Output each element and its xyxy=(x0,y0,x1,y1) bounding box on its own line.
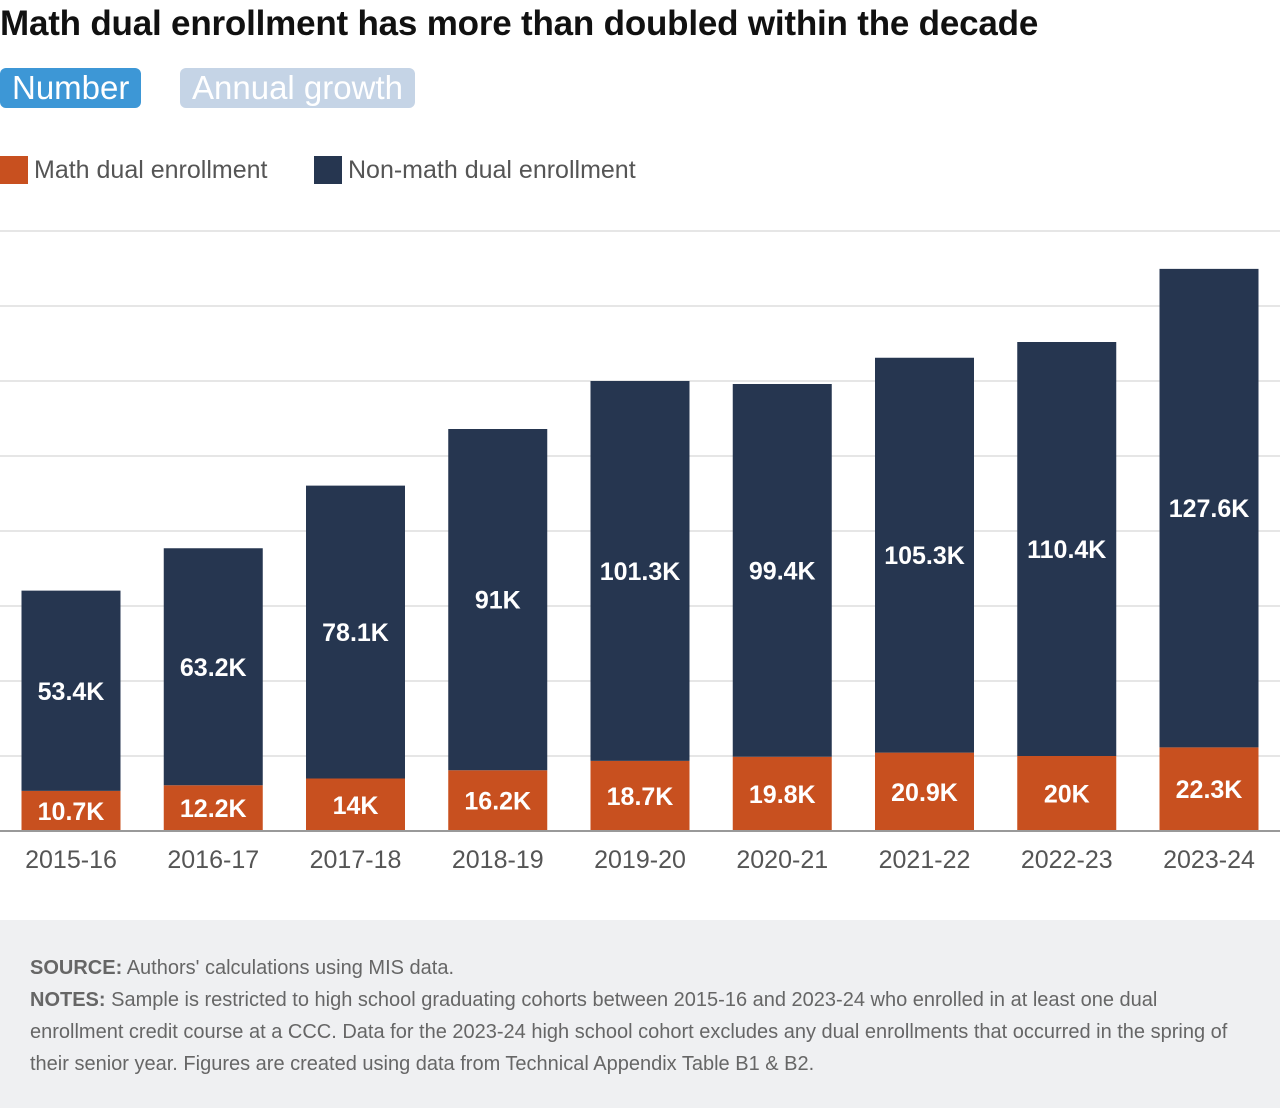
bar-math-2020-21 xyxy=(732,756,832,831)
number-toggle-button[interactable]: Number xyxy=(0,68,142,108)
bar-non-math-2022-23 xyxy=(1017,342,1117,756)
x-tick-label: 2022-23 xyxy=(1021,846,1113,874)
data-label-non-math: 63.2K xyxy=(180,654,247,682)
bar-non-math-2018-19 xyxy=(448,429,548,771)
data-label-math: 12.2K xyxy=(180,795,247,823)
bar-math-2016-17 xyxy=(163,785,263,831)
source-line: SOURCE: Authors' calculations using MIS … xyxy=(30,952,1255,984)
data-label-math: 20K xyxy=(1044,781,1090,809)
legend-swatch-math xyxy=(0,156,28,184)
bar-non-math-2023-24 xyxy=(1159,268,1259,748)
data-label-math: 14K xyxy=(333,792,379,820)
x-tick-label: 2021-22 xyxy=(879,846,971,874)
data-label-non-math: 127.6K xyxy=(1169,495,1250,523)
data-label-non-math: 78.1K xyxy=(322,619,389,647)
bar-math-2015-16 xyxy=(21,790,121,831)
bar-math-2021-22 xyxy=(875,752,974,831)
annual-growth-toggle-button[interactable]: Annual growth xyxy=(180,68,415,108)
bar-math-2017-18 xyxy=(306,778,405,831)
data-label-non-math: 53.4K xyxy=(38,678,105,706)
x-tick-label: 2018-19 xyxy=(452,846,544,874)
bar-math-2019-20 xyxy=(590,760,690,831)
bar-non-math-2015-16 xyxy=(21,590,121,791)
data-label-non-math: 91K xyxy=(475,587,521,615)
data-label-math: 20.9K xyxy=(891,779,958,807)
bar-non-math-2021-22 xyxy=(875,357,974,753)
data-label-math: 18.7K xyxy=(607,783,674,811)
data-label-non-math: 101.3K xyxy=(600,558,681,586)
legend-label-math: Math dual enrollment xyxy=(34,155,268,184)
data-label-math: 10.7K xyxy=(38,798,105,826)
data-label-non-math: 110.4K xyxy=(1027,536,1106,564)
bar-non-math-2016-17 xyxy=(163,548,263,786)
x-tick-label: 2016-17 xyxy=(167,846,259,874)
notes-text: Sample is restricted to high school grad… xyxy=(30,989,1228,1075)
x-tick-label: 2020-21 xyxy=(736,846,828,874)
bar-math-2023-24 xyxy=(1159,747,1259,831)
legend-item-math[interactable]: Math dual enrollment xyxy=(0,152,267,188)
data-label-math: 22.3K xyxy=(1176,776,1243,804)
data-label-non-math: 105.3K xyxy=(884,542,965,570)
data-label-math: 16.2K xyxy=(464,788,531,816)
stacked-bar-chart: 10.7K 53.4K 2015-16 12.2K 63.2K 2016-17 14K 78.… xyxy=(0,230,1280,874)
legend-swatch-non-math xyxy=(314,156,342,184)
source-label: SOURCE: xyxy=(30,957,123,979)
notes-paragraph: NOTES: Sample is restricted to high scho… xyxy=(30,984,1255,1080)
x-tick-label: 2015-16 xyxy=(25,846,117,874)
bar-math-2018-19 xyxy=(448,770,548,831)
bar-non-math-2017-18 xyxy=(306,485,405,779)
chart-title: Math dual enrollment has more than doubl… xyxy=(0,4,1039,43)
legend-label-non-math: Non-math dual enrollment xyxy=(348,155,636,184)
x-tick-label: 2017-18 xyxy=(310,846,402,874)
data-label-non-math: 99.4K xyxy=(749,557,816,585)
data-label-math: 19.8K xyxy=(749,781,816,809)
bar-non-math-2020-21 xyxy=(732,384,832,757)
x-tick-label: 2023-24 xyxy=(1163,846,1255,874)
bar-non-math-2019-20 xyxy=(590,381,690,761)
footer-notes: SOURCE: Authors' calculations using MIS … xyxy=(0,920,1280,1108)
notes-label: NOTES: xyxy=(30,989,106,1011)
source-text: Authors' calculations using MIS data. xyxy=(126,957,455,979)
bar-math-2022-23 xyxy=(1017,756,1117,831)
legend-item-non-math[interactable]: Non-math dual enrollment xyxy=(314,152,636,188)
x-tick-label: 2019-20 xyxy=(594,846,686,874)
